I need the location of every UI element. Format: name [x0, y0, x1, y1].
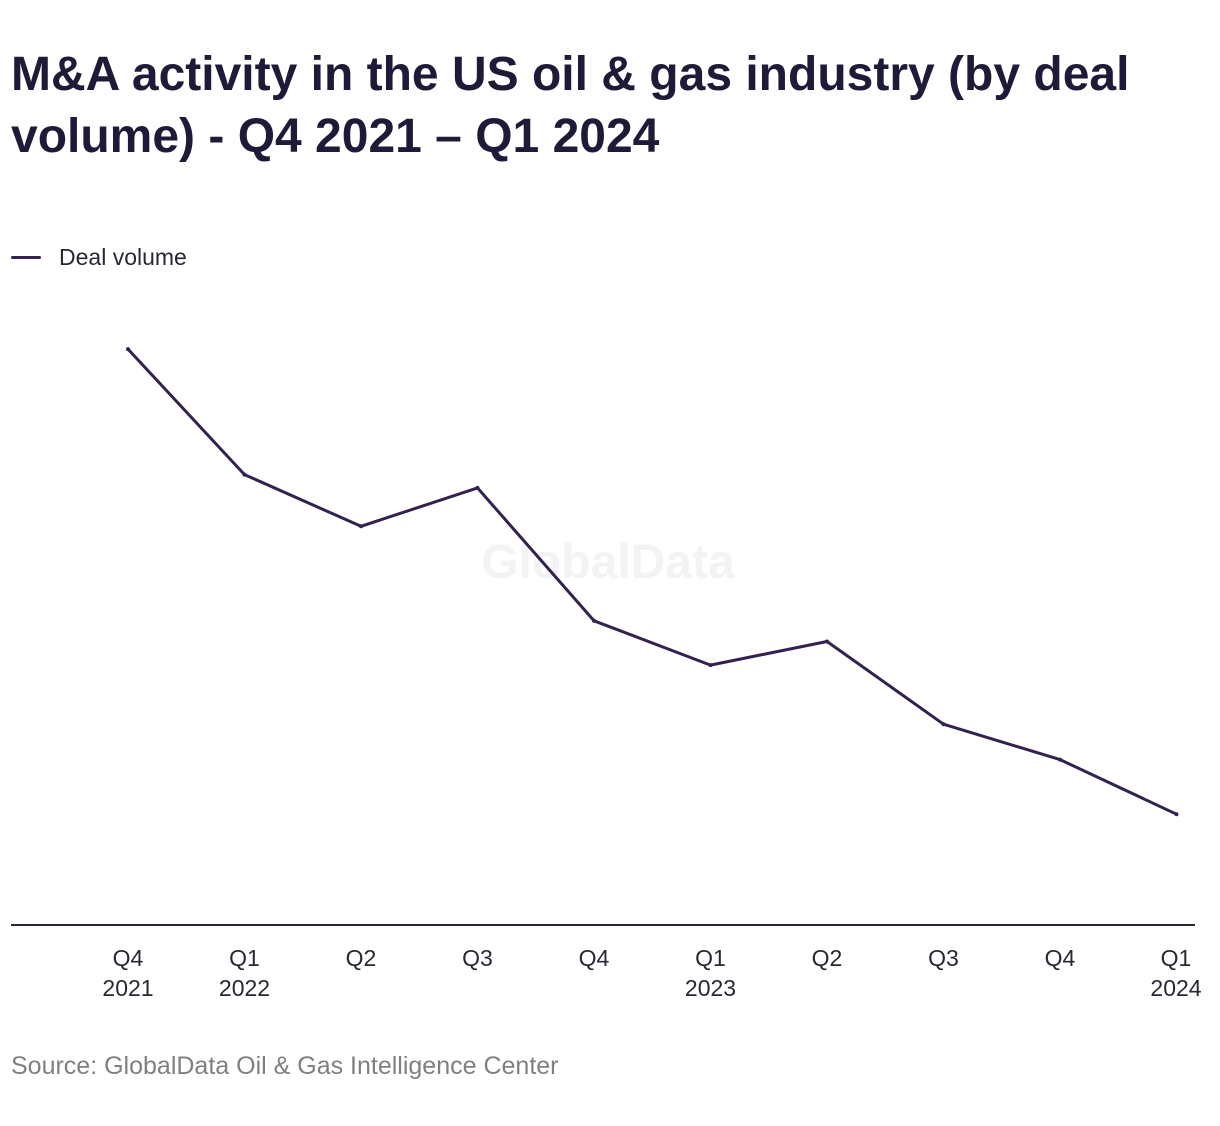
data-point [126, 347, 130, 352]
watermark: GlobalData [481, 536, 735, 589]
series-layer [126, 347, 1179, 817]
data-point [1058, 757, 1062, 762]
legend-swatch-deal-volume [11, 255, 41, 259]
x-tick-label: Q1 2023 [685, 945, 736, 1001]
legend-label-deal-volume: Deal volume [59, 243, 187, 270]
x-tick-label: Q3 [462, 945, 493, 971]
x-tick-label: Q2 [346, 945, 377, 971]
series-line-deal-volume [126, 348, 1178, 816]
data-point [1174, 812, 1179, 817]
data-point [708, 663, 713, 668]
x-tick-label: Q4 [579, 945, 610, 971]
x-tick-label: Q4 [1045, 945, 1076, 971]
data-point [941, 722, 946, 727]
x-tick-label: Q3 [928, 945, 959, 971]
chart-title: M&A activity in the US oil & gas industr… [11, 48, 1130, 163]
x-tick-label: Q4 2021 [102, 945, 153, 1001]
source-note: Source: GlobalData Oil & Gas Intelligenc… [11, 1052, 559, 1080]
data-point [592, 618, 596, 623]
x-tick-label: Q2 [812, 945, 843, 971]
data-point [475, 485, 480, 490]
data-point [359, 524, 363, 529]
data-point [242, 472, 247, 477]
x-axis-ticks: Q4 2021 Q1 2022 Q2 Q3 Q4 Q1 2023 Q2 Q3 Q4 Q1 2024 [102, 945, 1201, 1001]
x-tick-label: Q1 2022 [219, 945, 270, 1001]
data-point [825, 639, 829, 644]
x-tick-label: Q1 2024 [1150, 945, 1201, 1001]
legend: Deal volume [11, 242, 187, 272]
